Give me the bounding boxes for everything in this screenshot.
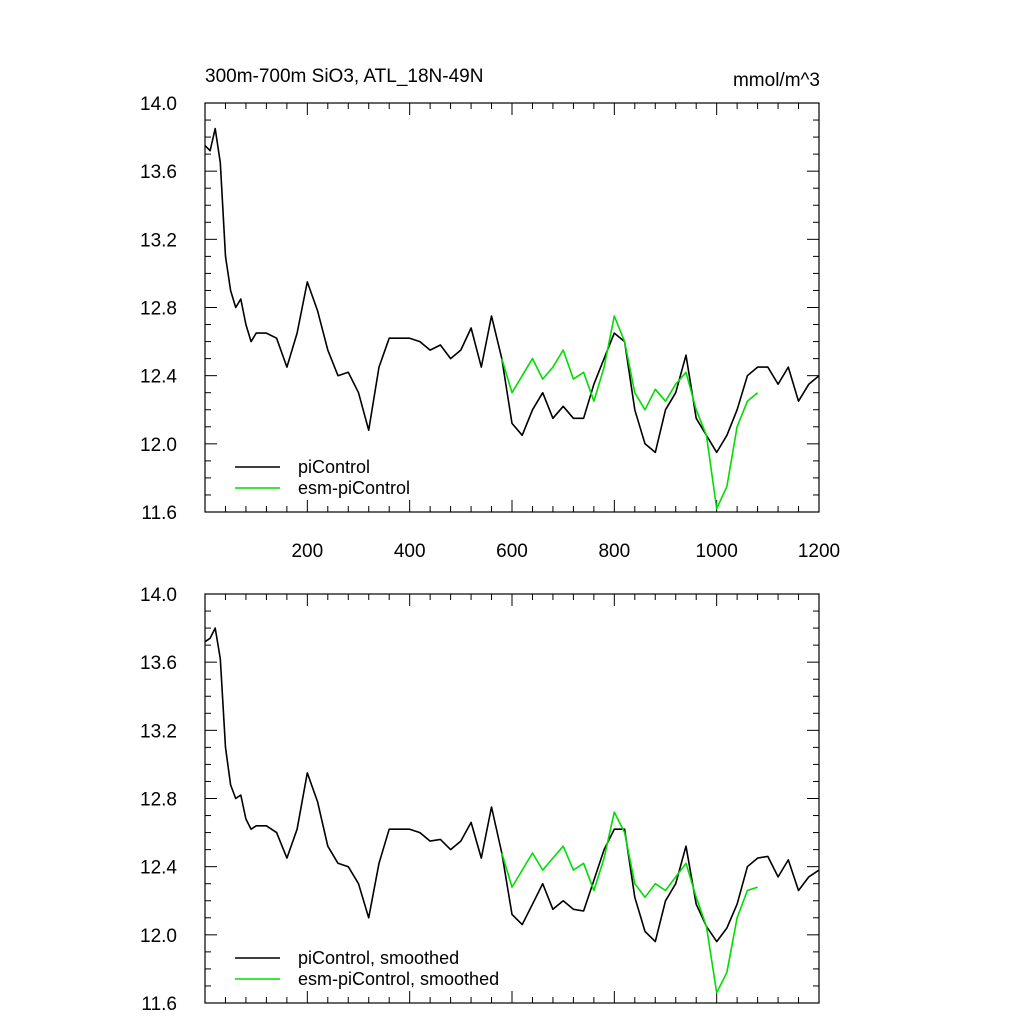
series-group [204,127,820,510]
axes: 11.6 12.0 12.4 12.8 13.2 13.6 14.0 200 400 600 800… [140,94,840,562]
x-tick-label: 400 [394,541,426,562]
series-line-picontrol [204,127,820,454]
x-tick-label: 1000 [696,541,738,562]
axes: 11.6 12.0 12.4 12.8 13.2 13.6 14.0 [140,585,820,1015]
x-tick-label: 200 [291,541,323,562]
y-tick-label: 13.6 [140,162,177,183]
y-tick-label: 12.0 [140,435,177,456]
legend-label: esm-piControl [298,478,410,498]
plot-frame [204,102,820,513]
legend-label: esm-piControl, smoothed [298,969,499,989]
x-tick-label: 600 [496,541,528,562]
series-line-picontrol [204,627,820,943]
series-line-esm-picontrol [501,811,758,994]
y-tick-label: 11.6 [141,994,177,1015]
y-tick-label: 13.2 [140,721,177,742]
top-panel: 300m-700m SiO3, ATL_18N-49N mmol/m^3 11.… [140,66,840,562]
x-tick-label: 800 [598,541,630,562]
y-tick-label: 11.6 [141,503,177,524]
y-tick-label: 13.2 [140,230,177,251]
x-tick-label: 1200 [798,541,840,562]
y-tick-label: 14.0 [140,585,177,606]
legend-label: piControl, smoothed [298,948,459,968]
y-tick-label: 14.0 [140,94,177,115]
y-tick-label: 13.6 [140,653,177,674]
bottom-panel: 11.6 12.0 12.4 12.8 13.2 13.6 14.0 piControl, … [140,585,820,1015]
units-label: mmol/m^3 [733,70,820,91]
y-tick-label: 12.0 [140,926,177,947]
series-group [204,627,820,994]
series-line-esm-picontrol [501,315,759,510]
legend-label: piControl [298,457,370,477]
plot-frame [204,593,820,1004]
y-tick-label: 12.8 [140,790,177,811]
chart-title: 300m-700m SiO3, ATL_18N-49N [205,66,483,87]
y-tick-label: 12.8 [140,299,177,320]
y-tick-label: 12.4 [140,367,177,388]
y-tick-label: 12.4 [140,858,177,879]
